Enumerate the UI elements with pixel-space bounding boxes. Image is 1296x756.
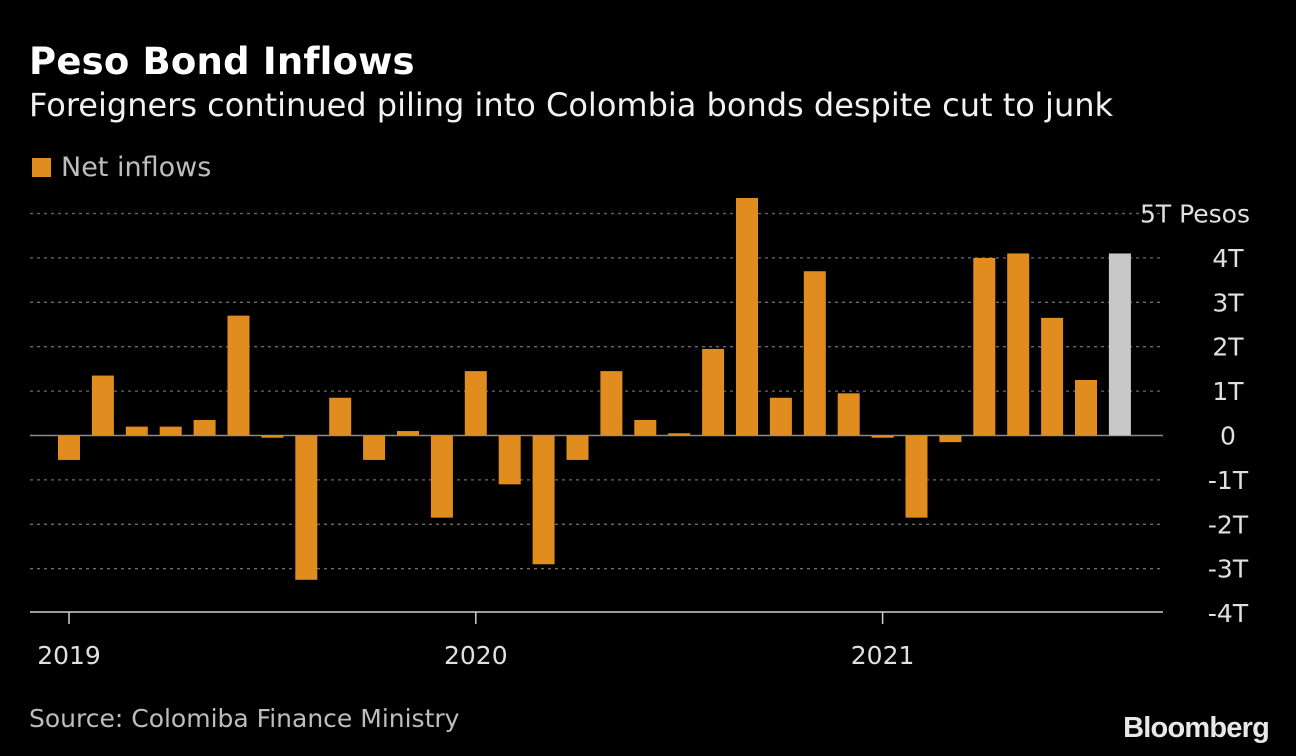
bar [871, 435, 894, 438]
y-tick-label: -4T [1208, 599, 1249, 628]
bar [1007, 253, 1030, 436]
bar [159, 426, 182, 436]
bar [193, 419, 216, 436]
bar [430, 435, 453, 518]
bar [261, 435, 284, 438]
y-tick-label: -2T [1208, 510, 1249, 539]
bar [736, 197, 758, 436]
bar [498, 435, 521, 485]
bar [1041, 317, 1064, 436]
y-tick-label: 0 [1220, 422, 1236, 451]
bar [803, 271, 826, 436]
x-axis: 2019 2020 2021 [30, 611, 1163, 670]
bar [634, 419, 657, 436]
y-tick-label: -3T [1208, 555, 1249, 584]
y-tick-label: 4T [1212, 244, 1244, 273]
bar [363, 435, 386, 460]
legend-swatch-net-inflows [32, 158, 51, 177]
bar [329, 397, 352, 436]
bar [566, 435, 589, 460]
chart-title: Peso Bond Inflows [29, 40, 415, 83]
bar [905, 435, 928, 518]
bar [464, 371, 487, 436]
y-tick-label: 3T [1212, 288, 1244, 317]
y-tick-label: 2T [1212, 333, 1244, 362]
bar [295, 435, 318, 580]
bar [125, 426, 148, 436]
bar [769, 397, 792, 436]
y-tick-label: -1T [1208, 466, 1249, 495]
bar [397, 431, 419, 436]
legend-label-net-inflows: Net inflows [61, 152, 212, 183]
bar [702, 348, 725, 436]
y-axis-ticks: 5T Pesos 4T 3T 2T 1T 0 -1T -2T -3T -4T [1140, 200, 1250, 629]
x-tick-label: 2021 [851, 641, 915, 670]
chart-subtitle: Foreigners continued piling into Colombi… [29, 86, 1114, 124]
bar [532, 435, 555, 565]
bar [1108, 253, 1131, 436]
bar [837, 393, 860, 436]
bar [227, 315, 250, 436]
source-note: Source: Colomiba Finance Ministry [29, 704, 460, 733]
bloomberg-logo: Bloomberg [1123, 712, 1270, 744]
bar [973, 257, 996, 436]
bars [58, 197, 1131, 580]
bar [939, 435, 962, 443]
bar [91, 375, 114, 436]
bar [668, 433, 691, 436]
y-tick-label: 1T [1212, 377, 1244, 406]
x-tick-label: 2020 [444, 641, 508, 670]
bar [58, 435, 80, 460]
bar [600, 371, 623, 436]
legend: Net inflows [32, 152, 211, 183]
y-tick-label: 5T Pesos [1140, 200, 1250, 229]
bar [1075, 380, 1097, 436]
x-tick-label: 2019 [37, 641, 101, 670]
